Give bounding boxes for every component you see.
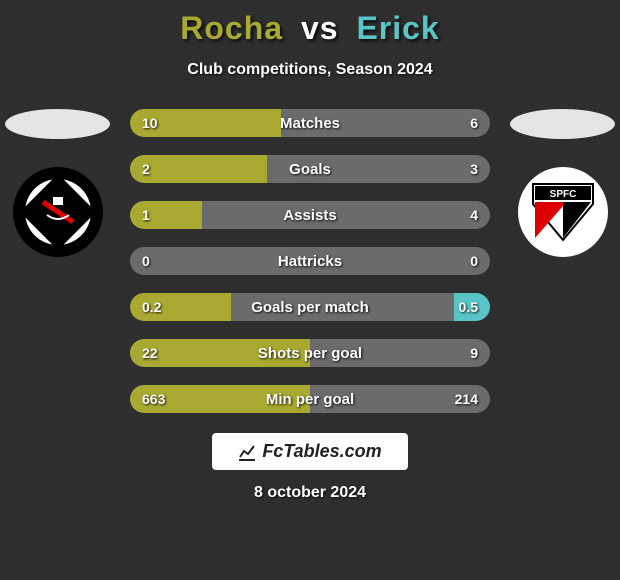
stat-bar: 0.20.5Goals per match xyxy=(130,293,490,321)
stat-label: Matches xyxy=(130,109,490,137)
stat-bar: 229Shots per goal xyxy=(130,339,490,367)
main-area: SPFC 106Matches 23Goals 14Assists 00Hattric… xyxy=(0,109,620,413)
stat-bar: 663214Min per goal xyxy=(130,385,490,413)
brand-text: FcTables.com xyxy=(262,441,381,462)
date-text: 8 october 2024 xyxy=(254,484,366,502)
stat-bar: 106Matches xyxy=(130,109,490,137)
player1-club-badge xyxy=(13,167,103,257)
player1-photo-placeholder xyxy=(5,109,110,139)
player2-name: Erick xyxy=(356,10,439,46)
player2-photo-placeholder xyxy=(510,109,615,139)
stat-bar: 14Assists xyxy=(130,201,490,229)
footer: FcTables.com 8 october 2024 xyxy=(0,433,620,502)
player2-club-badge: SPFC xyxy=(518,167,608,257)
comparison-title: Rocha vs Erick xyxy=(0,0,620,47)
right-avatar-column: SPFC xyxy=(510,109,615,257)
chart-icon xyxy=(238,443,256,461)
stat-label: Goals per match xyxy=(130,293,490,321)
vs-text: vs xyxy=(301,10,339,46)
stat-label: Assists xyxy=(130,201,490,229)
vasco-crest-icon xyxy=(23,177,93,247)
stat-bar: 00Hattricks xyxy=(130,247,490,275)
subtitle: Club competitions, Season 2024 xyxy=(0,61,620,79)
svg-text:SPFC: SPFC xyxy=(549,189,576,200)
stat-label: Min per goal xyxy=(130,385,490,413)
player1-name: Rocha xyxy=(180,10,283,46)
brand-badge: FcTables.com xyxy=(212,433,407,470)
stat-label: Shots per goal xyxy=(130,339,490,367)
stat-label: Goals xyxy=(130,155,490,183)
stat-bars-container: 106Matches 23Goals 14Assists 00Hattricks 0.2… xyxy=(130,109,490,413)
left-avatar-column xyxy=(5,109,110,257)
stat-bar: 23Goals xyxy=(130,155,490,183)
stat-label: Hattricks xyxy=(130,247,490,275)
spfc-crest-icon: SPFC xyxy=(523,172,603,252)
